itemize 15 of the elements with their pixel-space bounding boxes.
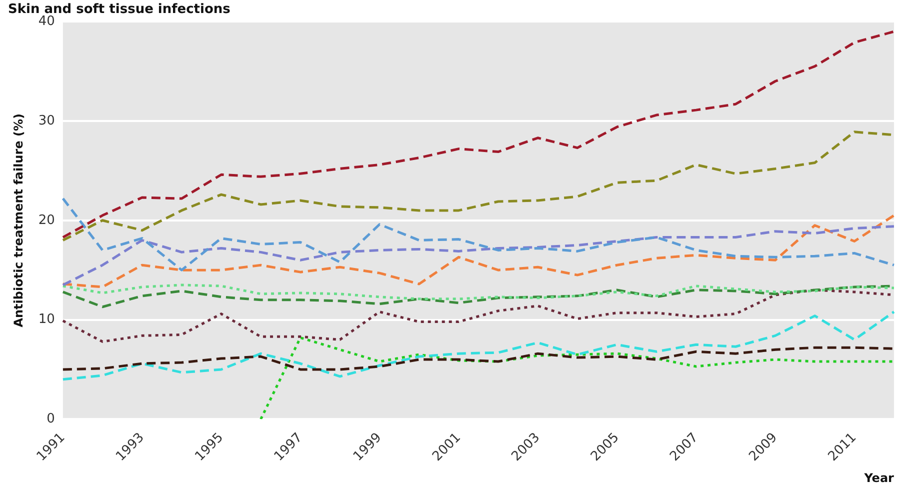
y-tick-label: 20 — [38, 212, 55, 228]
line-series — [62, 30, 896, 239]
y-tick-label: 40 — [38, 14, 55, 29]
line-series — [260, 336, 896, 420]
line-series — [62, 284, 896, 300]
line-series — [62, 310, 896, 381]
y-tick-label: 30 — [38, 113, 55, 128]
y-tick-label: 10 — [38, 312, 55, 328]
y-axis-title: Antibiotic treatment failure (%) — [11, 113, 26, 328]
line-series — [62, 214, 896, 288]
line-series — [62, 346, 896, 371]
line-series — [62, 197, 896, 272]
y-tick-label: 0 — [46, 412, 55, 427]
line-series — [62, 225, 896, 286]
x-axis-title: Year — [863, 470, 894, 485]
